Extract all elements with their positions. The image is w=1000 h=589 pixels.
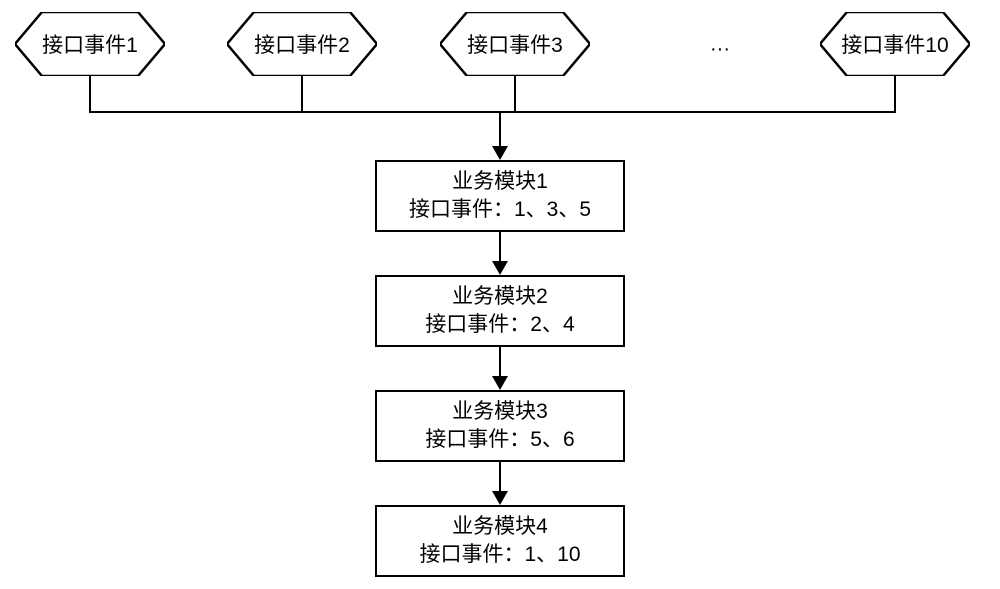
arrow-line-1 [499, 232, 502, 261]
interface-event-hex-3: 接口事件3 [440, 12, 590, 76]
module-title: 业务模块1 [452, 168, 548, 196]
module-title: 业务模块2 [452, 283, 548, 311]
arrow-line-0 [499, 112, 502, 146]
arrow-head-2 [492, 376, 508, 390]
hex-label: 接口事件1 [42, 29, 138, 59]
hex-label: 接口事件10 [841, 29, 948, 59]
business-module-mod-3: 业务模块3接口事件：5、6 [375, 390, 625, 462]
bus-horizontal [89, 111, 897, 114]
business-module-mod-1: 业务模块1接口事件：1、3、5 [375, 160, 625, 232]
arrow-line-2 [499, 347, 502, 376]
module-subtitle: 接口事件：5、6 [425, 426, 574, 454]
diagram-canvas: 接口事件1 接口事件2 接口事件3 接口事件10 ··· 业务模块1接口事件：1、3… [0, 0, 1000, 589]
module-subtitle: 接口事件：2、4 [425, 311, 574, 339]
bus-drop-1 [301, 76, 304, 112]
interface-event-hex-1: 接口事件1 [15, 12, 165, 76]
bus-drop-0 [89, 76, 92, 112]
module-subtitle: 接口事件：1、3、5 [409, 196, 591, 224]
bus-drop-3 [894, 76, 897, 112]
arrow-head-3 [492, 491, 508, 505]
interface-event-hex-2: 接口事件2 [227, 12, 377, 76]
interface-event-hex-10: 接口事件10 [820, 12, 970, 76]
hex-label: 接口事件2 [254, 29, 350, 59]
hex-label: 接口事件3 [467, 29, 563, 59]
arrow-head-0 [492, 146, 508, 160]
module-title: 业务模块3 [452, 398, 548, 426]
arrow-line-3 [499, 462, 502, 491]
business-module-mod-4: 业务模块4接口事件：1、10 [375, 505, 625, 577]
module-subtitle: 接口事件：1、10 [419, 541, 580, 569]
arrow-head-1 [492, 261, 508, 275]
ellipsis: ··· [690, 38, 750, 61]
business-module-mod-2: 业务模块2接口事件：2、4 [375, 275, 625, 347]
bus-drop-2 [514, 76, 517, 112]
module-title: 业务模块4 [452, 513, 548, 541]
